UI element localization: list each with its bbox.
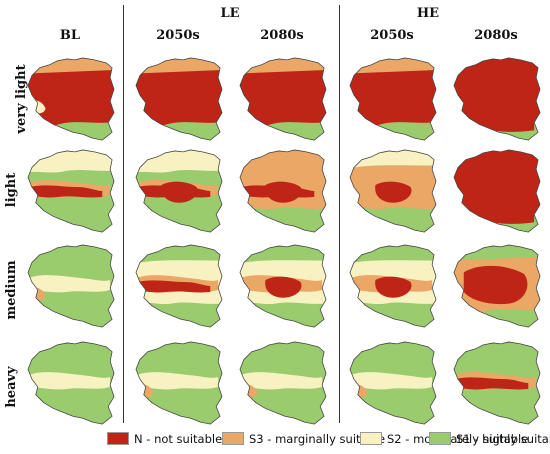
- map-region-n: [241, 185, 315, 198]
- header-he-2050s: 2050s: [370, 28, 414, 43]
- map-very-light-le-2080s: [239, 57, 327, 141]
- legend-swatch-n: [107, 432, 129, 445]
- divider-le-he: [339, 5, 340, 423]
- header-le-2050s: 2050s: [156, 28, 200, 43]
- country-border: [239, 341, 327, 425]
- map-light-bl: [27, 149, 115, 233]
- country-border: [453, 149, 541, 233]
- map-medium-he-2080s: [453, 244, 541, 328]
- legend-label-s1: S1 - highly suitable: [456, 432, 550, 446]
- legend-label-s3: S3 - marginally suitable: [249, 432, 386, 446]
- row-label-light: light: [4, 172, 19, 208]
- legend-label-n: N - not suitable: [134, 432, 223, 446]
- country-border: [349, 341, 437, 425]
- map-light-le-2080s: [239, 149, 327, 233]
- header-le: LE: [220, 6, 240, 21]
- country-border: [135, 244, 223, 328]
- map-region-s2: [27, 372, 111, 390]
- map-heavy-le-2050s: [135, 341, 223, 425]
- map-region-s2: [27, 275, 111, 293]
- row-label-medium: medium: [4, 260, 19, 320]
- country-border: [135, 149, 223, 233]
- map-heavy-he-2080s: [453, 341, 541, 425]
- map-region-n: [463, 265, 528, 305]
- map-region-s2: [239, 372, 323, 390]
- country-border: [135, 57, 223, 141]
- legend-swatch-s1: [429, 432, 451, 445]
- map-medium-he-2050s: [349, 244, 437, 328]
- country-border: [239, 57, 327, 141]
- country-border: [27, 149, 115, 233]
- header-he: HE: [416, 6, 440, 21]
- map-very-light-he-2050s: [349, 57, 437, 141]
- header-he-2080s: 2080s: [474, 28, 518, 43]
- legend-swatch-s2: [360, 432, 382, 445]
- country-border: [349, 244, 437, 328]
- map-region-n: [239, 69, 327, 126]
- country-border: [135, 341, 223, 425]
- country-border: [349, 149, 437, 233]
- country-border: [27, 341, 115, 425]
- divider-bl-le: [123, 5, 124, 423]
- header-bl: BL: [59, 28, 81, 43]
- country-border: [239, 149, 327, 233]
- map-very-light-le-2050s: [135, 57, 223, 141]
- map-very-light-he-2080s: [453, 57, 541, 141]
- country-border: [453, 244, 541, 328]
- legend-label-s2: S2 - moderately suitable: [387, 432, 529, 446]
- country-border: [453, 57, 541, 141]
- map-heavy-bl: [27, 341, 115, 425]
- header-le-2080s: 2080s: [260, 28, 304, 43]
- country-border: [349, 57, 437, 141]
- legend: N - not suitable S3 - marginally suitabl…: [0, 430, 550, 448]
- map-region-n: [137, 280, 211, 293]
- map-region-n: [161, 181, 198, 203]
- country-border: [27, 57, 115, 141]
- map-region-n: [453, 69, 541, 126]
- map-medium-bl: [27, 244, 115, 328]
- legend-swatch-s3: [222, 432, 244, 445]
- map-region-s2: [135, 372, 219, 390]
- map-region-s2: [349, 372, 433, 390]
- row-label-heavy: heavy: [4, 366, 19, 408]
- map-region-n: [135, 69, 223, 126]
- map-light-he-2080s: [453, 149, 541, 233]
- map-region-n: [375, 181, 412, 203]
- map-very-light-bl: [27, 57, 115, 141]
- map-region-n: [29, 185, 103, 198]
- map-region-n: [453, 161, 541, 218]
- map-region-n: [349, 69, 437, 126]
- map-medium-le-2080s: [239, 244, 327, 328]
- map-region-n: [265, 276, 302, 298]
- country-border: [27, 244, 115, 328]
- map-region-n: [27, 69, 115, 126]
- map-medium-le-2050s: [135, 244, 223, 328]
- country-border: [453, 341, 541, 425]
- map-region-n: [375, 276, 412, 298]
- map-heavy-he-2050s: [349, 341, 437, 425]
- map-light-le-2050s: [135, 149, 223, 233]
- country-border: [239, 244, 327, 328]
- map-heavy-le-2080s: [239, 341, 327, 425]
- map-light-he-2050s: [349, 149, 437, 233]
- map-region-n: [455, 377, 529, 390]
